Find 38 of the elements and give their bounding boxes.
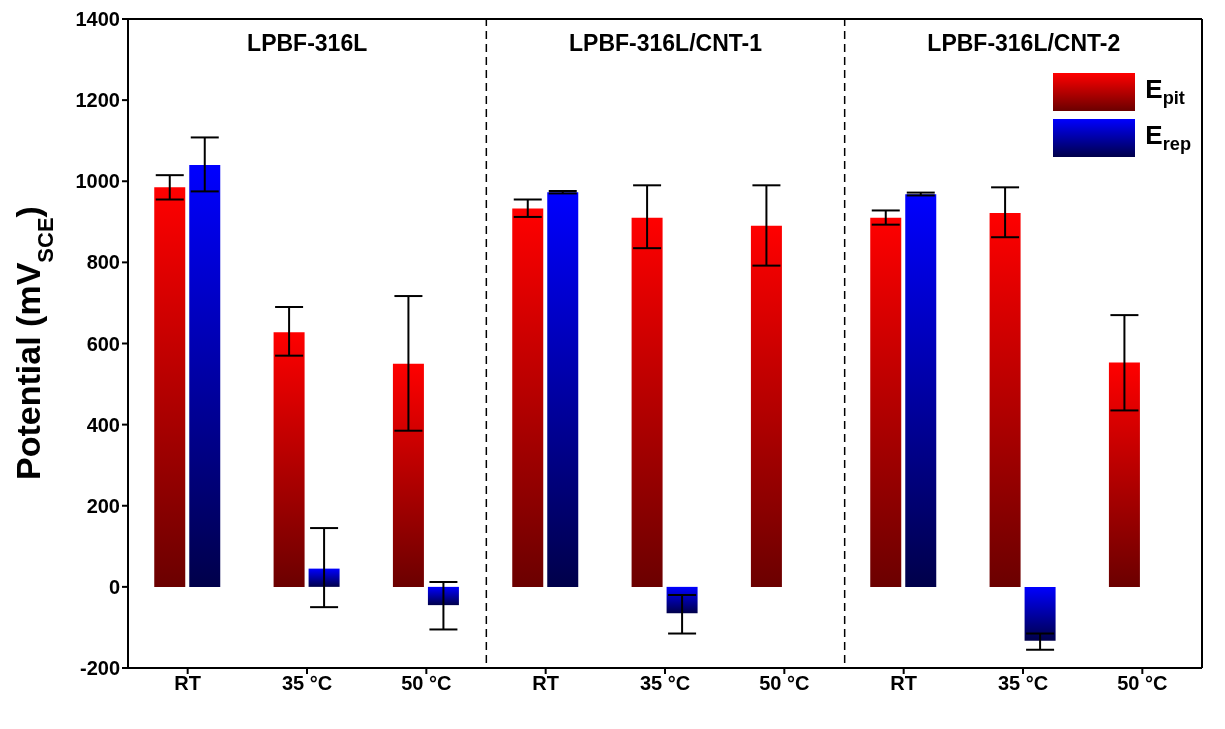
x-tick-label: RT xyxy=(890,672,917,695)
bar xyxy=(1024,586,1056,641)
x-tick-label: RT xyxy=(174,672,201,695)
bar xyxy=(1108,362,1140,587)
x-tick-label: 35 °C xyxy=(997,672,1049,695)
y-tick-label: 1200 xyxy=(75,89,120,112)
x-tick-label: 50 °C xyxy=(1117,672,1168,695)
bar xyxy=(308,568,340,587)
bar xyxy=(189,165,221,587)
annotation: LPBF-316L/CNT-1 xyxy=(568,30,763,57)
bar xyxy=(273,332,305,587)
y-tick-label: 800 xyxy=(86,251,120,274)
legend-label: E$_{rep}$ xyxy=(1145,120,1191,155)
legend-label: E$_{pit}$ xyxy=(1145,74,1185,109)
annotation: LPBF-316L xyxy=(246,30,369,57)
bar xyxy=(154,187,186,587)
bar xyxy=(905,194,937,587)
y-tick-label: 400 xyxy=(86,413,120,436)
bar xyxy=(427,586,459,606)
y-tick-label: 1400 xyxy=(75,8,120,31)
bar xyxy=(547,192,579,587)
x-tick-label: 35 °C xyxy=(639,672,691,695)
x-tick-label: 50 °C xyxy=(401,672,452,695)
y-tick-label: 1000 xyxy=(75,170,120,193)
bar xyxy=(631,217,663,587)
x-tick-label: 35 °C xyxy=(281,672,333,695)
bar xyxy=(750,225,782,587)
annotation: LPBF-316L/CNT-2 xyxy=(926,30,1122,57)
x-tick-label: 50 °C xyxy=(759,672,810,695)
bar xyxy=(392,363,424,587)
y-tick-label: 600 xyxy=(86,332,120,355)
y-tick-label: -200 xyxy=(79,657,120,680)
bar xyxy=(870,217,902,587)
bar xyxy=(512,208,544,587)
y-tick-label: 200 xyxy=(86,494,120,517)
y-tick-label: 0 xyxy=(108,575,120,598)
x-tick-label: RT xyxy=(532,672,559,695)
bar xyxy=(989,212,1021,587)
